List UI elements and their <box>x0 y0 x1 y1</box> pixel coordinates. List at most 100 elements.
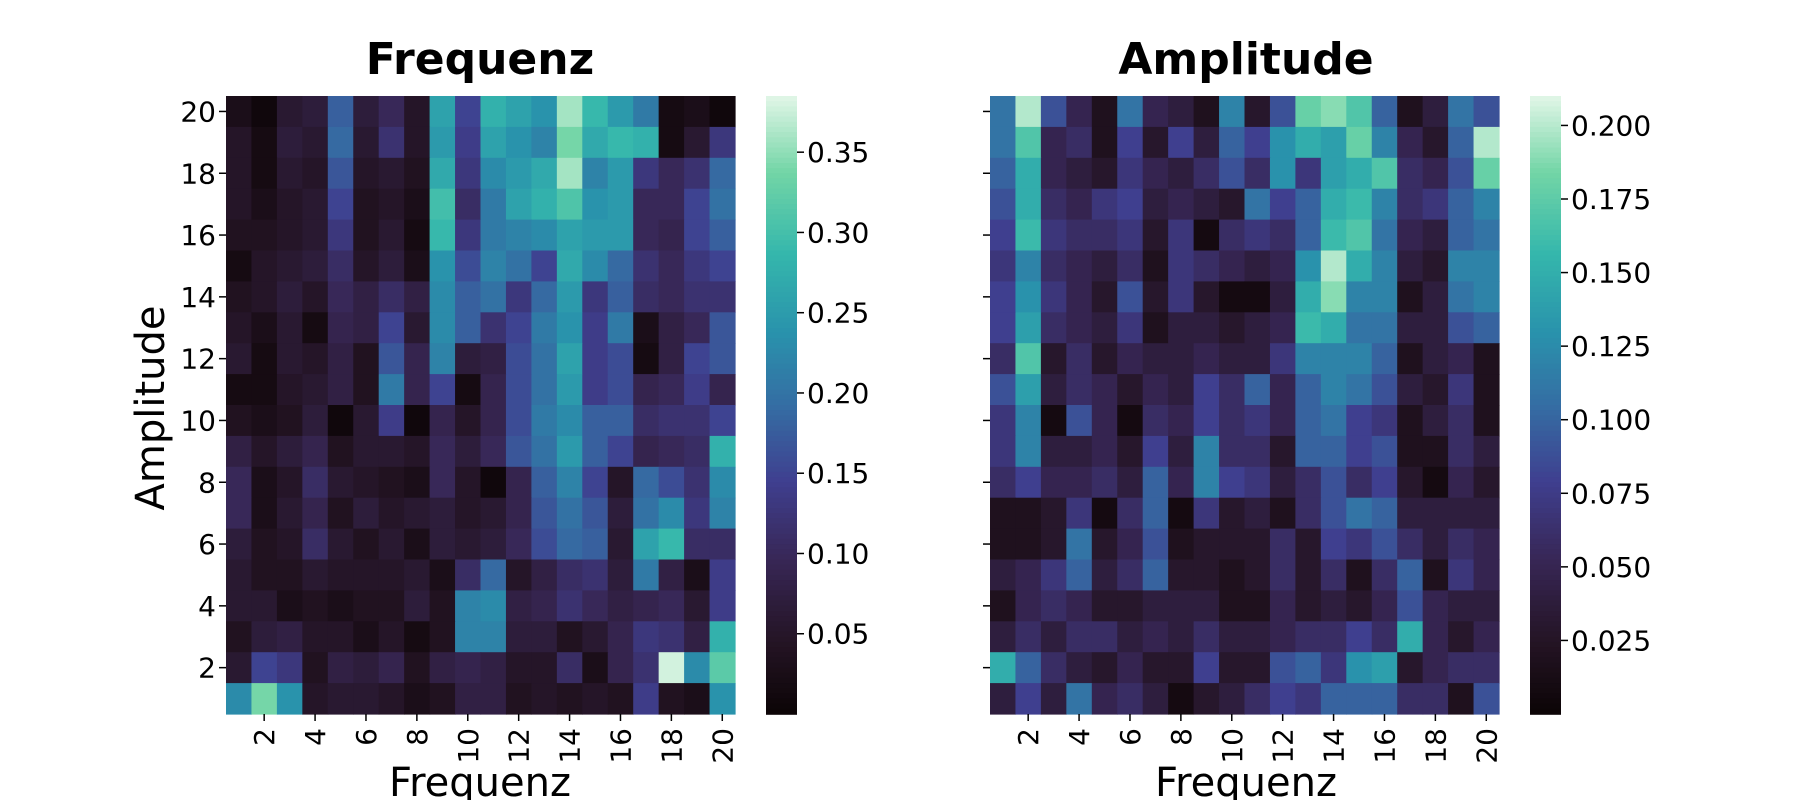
heatmap-cell <box>709 621 736 653</box>
heatmap-cell <box>429 312 456 344</box>
heatmap-cell <box>1346 343 1373 375</box>
colorbar-gradient-step <box>766 508 797 514</box>
colorbar-gradient-step <box>766 415 797 422</box>
heatmap-cell <box>582 343 609 375</box>
colorbar-gradient-step <box>766 441 797 447</box>
x-axis-ticks-right: 2 4 6 8 10 12 14 16 18 20 <box>1012 714 1503 764</box>
heatmap-cell <box>1040 683 1067 715</box>
colorbar-gradient-step <box>766 312 797 319</box>
colorbar-gradient-step <box>766 327 797 334</box>
heatmap-cell <box>582 219 609 252</box>
colorbar-gradient-step <box>1530 255 1561 262</box>
colorbar-gradient-step <box>1530 430 1561 437</box>
heatmap-cell <box>505 435 532 468</box>
heatmap-cell <box>1066 343 1093 375</box>
colorbar-gradient-step <box>1530 662 1561 669</box>
heatmap-cell <box>607 559 634 591</box>
heatmap-cell <box>251 312 278 344</box>
colorbar-gradient-step <box>766 451 797 458</box>
colorbar-gradient-step <box>1530 564 1561 571</box>
y-tick-label: 10 <box>180 404 216 437</box>
heatmap-cell <box>1219 621 1246 653</box>
colorbar-gradient-step <box>766 302 797 308</box>
heatmap-cell <box>1142 466 1169 499</box>
heatmap-cell <box>455 621 482 653</box>
heatmap-cell <box>505 219 532 252</box>
colorbar-gradient-step <box>1530 157 1561 164</box>
colorbar-gradient-step <box>1530 389 1561 396</box>
heatmap-cell <box>607 188 634 221</box>
heatmap-cell <box>1422 435 1449 468</box>
heatmap-cell <box>1269 497 1296 530</box>
heatmap-cell <box>1117 559 1144 591</box>
heatmap-cell <box>1346 621 1373 653</box>
heatmap-cell <box>607 219 634 252</box>
heatmap-cell <box>505 157 532 190</box>
heatmap-cell <box>1193 374 1220 406</box>
heatmap-cell <box>1371 188 1398 221</box>
heatmap-cell <box>1397 497 1424 530</box>
colorbar-gradient-step <box>1530 647 1561 653</box>
heatmap-cell <box>1244 435 1271 468</box>
heatmap-cell <box>1219 528 1246 561</box>
y-tick-label: 14 <box>180 281 216 314</box>
heatmap-cell <box>455 683 482 715</box>
heatmap-cell <box>1269 126 1296 159</box>
heatmap-cell <box>582 497 609 530</box>
heatmap-cell <box>1371 250 1398 282</box>
heatmap-cell <box>1422 559 1449 591</box>
heatmap-cell <box>1040 343 1067 375</box>
colorbar-gradient-step <box>1530 569 1561 576</box>
colorbar-gradient-step <box>1530 168 1561 175</box>
heatmap-cell <box>607 590 634 622</box>
x-tick-label: 12 <box>1267 728 1300 764</box>
heatmap-cell <box>1117 683 1144 715</box>
colorbar-gradient-step <box>766 647 797 653</box>
colorbar-gradient-step <box>766 564 797 571</box>
heatmap-cell <box>1091 435 1118 468</box>
colorbar-gradient-step <box>766 106 797 113</box>
heatmap-cell <box>709 466 736 499</box>
colorbar-gradient-step <box>1530 312 1561 319</box>
heatmap-cell <box>1066 497 1093 530</box>
colorbar-gradient-step <box>1530 384 1561 391</box>
colorbar-gradient-step <box>766 343 797 350</box>
y-tick-label: 4 <box>198 590 216 623</box>
heatmap-cell <box>1346 374 1373 406</box>
heatmap-cell <box>505 126 532 159</box>
heatmap-cell <box>1066 374 1093 406</box>
heatmap-cell <box>556 126 583 159</box>
heatmap-cell <box>582 405 609 437</box>
heatmap-cell <box>582 466 609 499</box>
heatmap-cell <box>302 466 329 499</box>
heatmap-cell <box>607 96 634 128</box>
colorbar-gradient-step <box>766 482 797 489</box>
heatmap-cell <box>633 652 660 684</box>
heatmap-cell <box>1091 374 1118 406</box>
heatmap-cell <box>658 652 685 684</box>
colorbar-gradient-step <box>766 214 797 221</box>
heatmap-cell <box>1219 126 1246 159</box>
heatmap-cell <box>531 528 558 561</box>
heatmap-cell <box>1015 621 1042 653</box>
colorbar-gradient-step <box>766 641 797 648</box>
heatmap-cell <box>327 466 354 499</box>
heatmap-cell <box>1397 466 1424 499</box>
colorbar-gradient-step <box>1530 538 1561 545</box>
heatmap-cell <box>1473 621 1500 653</box>
heatmap-cell <box>1473 219 1500 252</box>
heatmap-cell <box>251 621 278 653</box>
heatmap-cell <box>1346 405 1373 437</box>
colorbar-gradient-step <box>1530 363 1561 370</box>
heatmap-cell <box>1066 466 1093 499</box>
heatmap-cell <box>684 497 711 530</box>
heatmap-cell <box>709 219 736 252</box>
heatmap-cell <box>455 96 482 128</box>
heatmap-cell <box>480 250 507 282</box>
heatmap-cell <box>404 405 431 437</box>
heatmap-cell <box>226 528 253 561</box>
heatmap-cell <box>378 96 405 128</box>
colorbar-gradient-step <box>766 132 797 138</box>
heatmap-cell <box>658 683 685 715</box>
x-axis-ticks-left: 2 4 6 8 10 12 14 16 18 20 <box>248 714 739 764</box>
